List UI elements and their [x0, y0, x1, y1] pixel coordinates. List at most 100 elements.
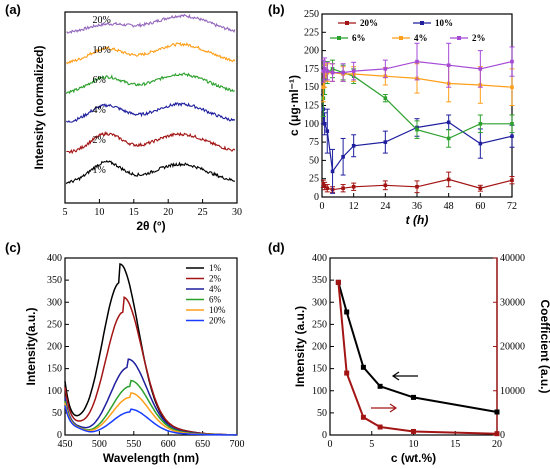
series-line-a-6%	[65, 72, 235, 95]
legend-label-c: 6%	[209, 295, 222, 305]
series-line-d-Intensity	[337, 282, 498, 413]
series-line-a-20%	[66, 13, 236, 34]
data-point-b	[322, 184, 327, 188]
legend-label-b: 10%	[435, 18, 453, 28]
panel-label-d: (d)	[268, 240, 285, 255]
y-tick-label-b: 75	[309, 137, 319, 148]
x-tick-label-b: 48	[444, 201, 454, 212]
y-tick-label-d: 100	[312, 386, 327, 397]
data-point-d	[377, 383, 383, 389]
data-point-d	[335, 279, 341, 285]
panel-d: (d)0 5 10 15 2005010015020025030035040001000…	[268, 240, 550, 465]
arrow-head-red	[389, 403, 398, 413]
x-tick-label-b: 60	[475, 201, 485, 212]
data-point-b	[510, 59, 514, 64]
legend-label-b: 20%	[360, 18, 378, 28]
data-point-b	[325, 69, 330, 73]
x-tick-label-d: 15	[450, 439, 460, 450]
y-tick-label-b: 175	[304, 64, 319, 75]
series-line-c-4%	[64, 358, 237, 436]
y-right-tick-label-d: 40000	[500, 253, 525, 264]
data-point-b	[415, 184, 419, 189]
y-right-tick-label-d: 10000	[500, 386, 525, 397]
x-tick-label-c: 600	[161, 439, 176, 450]
data-point-b	[446, 136, 451, 141]
series-label-a: 4%	[93, 105, 106, 116]
panel-label-c: (c)	[5, 240, 21, 255]
x-tick-label-a: 10	[94, 207, 104, 218]
data-point-b	[321, 69, 326, 73]
y-tick-label-c: 150	[47, 364, 62, 375]
x-tick-label-b: 24	[380, 201, 390, 212]
legend-label-c: 20%	[209, 316, 226, 326]
series-label-a: 2%	[93, 135, 106, 146]
y-right-axis-title-d: Coefficient (a.u.)	[538, 299, 550, 393]
x-axis-title-c: Wavelength (nm)	[103, 451, 199, 465]
arrow-head-black	[391, 371, 400, 381]
x-tick-label-a: 15	[129, 207, 139, 218]
y-tick-label-b: 225	[304, 27, 319, 38]
legend-label-b: 6%	[352, 33, 366, 43]
y-tick-label-c: 350	[47, 275, 62, 286]
series-line-a-1%	[65, 160, 236, 185]
data-point-b	[383, 96, 388, 100]
legend-marker-b	[345, 21, 349, 25]
y-tick-label-c: 0	[57, 430, 62, 441]
panel-label-a: (a)	[5, 2, 21, 17]
data-point-b	[325, 129, 330, 133]
data-point-b	[341, 186, 345, 191]
data-point-b	[322, 67, 327, 71]
y-tick-label-b: 50	[309, 155, 319, 166]
series-line-c-20%	[64, 405, 237, 436]
legend-label-c: 10%	[209, 305, 226, 315]
data-point-b	[478, 67, 483, 71]
series-line-d-Coefficient	[337, 282, 498, 435]
series-label-a: 20%	[93, 15, 111, 26]
data-point-b	[478, 122, 483, 126]
x-tick-label-a: 20	[163, 207, 173, 218]
legend-label-c: 4%	[209, 284, 222, 294]
x-tick-label-c: 650	[195, 439, 210, 450]
x-tick-label-c: 450	[58, 439, 73, 450]
legend-marker-b	[337, 36, 341, 40]
data-point-b	[446, 63, 451, 68]
y-tick-label-b: 250	[304, 9, 319, 20]
data-point-b	[510, 122, 514, 126]
y-tick-label-b: 25	[309, 174, 319, 185]
x-tick-label-b: 0	[320, 201, 325, 212]
y-tick-label-d: 250	[312, 319, 327, 330]
y-axis-title-a: Intensity (normalized)	[32, 45, 46, 169]
y-axis-title-c: Intensity(a.u.)	[24, 307, 38, 385]
data-point-b	[510, 178, 514, 182]
y-tick-label-b: 200	[304, 46, 319, 57]
y-tick-label-d: 150	[312, 364, 327, 375]
data-point-b	[383, 140, 388, 144]
x-tick-label-c: 550	[126, 439, 141, 450]
data-point-b	[341, 70, 345, 75]
data-point-d	[494, 431, 500, 437]
y-right-tick-label-d: 30000	[500, 297, 525, 308]
legend-label-c: 1%	[209, 263, 222, 273]
x-tick-label-a: 30	[232, 207, 242, 218]
y-tick-label-b: 125	[304, 101, 319, 112]
data-point-b	[325, 186, 330, 191]
y-tick-label-c: 200	[47, 342, 62, 353]
panel-a: (a) 5 10 15 20 25 30 2θ (°) Intensity (normalize…	[5, 2, 242, 233]
series-line-a-4%	[65, 101, 236, 123]
data-point-b	[478, 186, 483, 191]
data-point-d	[494, 409, 500, 415]
y-tick-label-c: 50	[52, 408, 62, 419]
data-point-d	[411, 394, 416, 400]
data-point-b	[321, 182, 326, 186]
data-point-b	[510, 134, 514, 139]
data-point-b	[330, 169, 335, 174]
x-axis-title-a: 2θ (°)	[136, 219, 165, 233]
x-tick-label-d: 5	[369, 439, 374, 450]
data-point-d	[344, 370, 350, 376]
x-tick-label-c: 700	[230, 439, 245, 450]
y-right-tick-label-d: 20000	[500, 342, 525, 353]
x-tick-label-d: 20	[492, 439, 502, 450]
data-point-b	[330, 70, 335, 75]
series-label-a: 6%	[93, 75, 106, 86]
